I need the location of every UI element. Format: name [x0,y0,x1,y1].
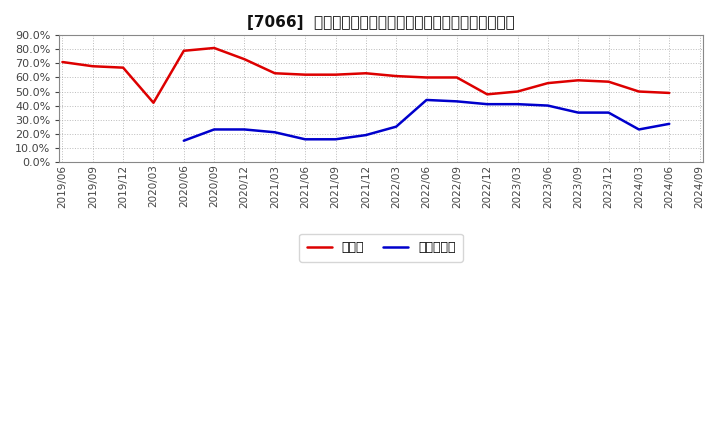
現預金 [240,57,249,62]
現預金 [483,92,492,97]
有利子負債 [453,99,462,104]
現預金 [331,72,340,77]
有利子負債 [513,102,522,107]
現預金 [89,64,97,69]
現預金 [149,100,158,106]
Legend: 現預金, 有利子負債: 現預金, 有利子負債 [299,234,463,262]
現預金 [544,81,552,86]
現預金 [453,75,462,80]
有利子負債 [604,110,613,115]
有利子負債 [301,137,310,142]
有利子負債 [422,97,431,103]
現預金 [301,72,310,77]
有利子負債 [574,110,582,115]
現預金 [119,65,127,70]
現預金 [58,59,67,65]
現預金 [210,45,218,51]
現預金 [179,48,188,53]
有利子負債 [544,103,552,108]
Line: 現預金: 現預金 [63,48,670,103]
有利子負債 [392,124,400,129]
有利子負債 [331,137,340,142]
有利子負債 [240,127,249,132]
有利子負債 [361,132,370,138]
現預金 [513,89,522,94]
有利子負債 [665,121,674,126]
現預金 [574,77,582,83]
有利子負債 [634,127,643,132]
Title: [7066]  現預金、有利子負債の総資産に対する比率の推移: [7066] 現預金、有利子負債の総資産に対する比率の推移 [247,15,515,30]
現預金 [665,90,674,95]
現預金 [361,71,370,76]
現預金 [604,79,613,84]
現預金 [634,89,643,94]
現預金 [392,73,400,79]
現預金 [271,71,279,76]
Line: 有利子負債: 有利子負債 [184,100,670,141]
有利子負債 [271,130,279,135]
有利子負債 [179,138,188,143]
有利子負債 [210,127,218,132]
現預金 [422,75,431,80]
有利子負債 [483,102,492,107]
